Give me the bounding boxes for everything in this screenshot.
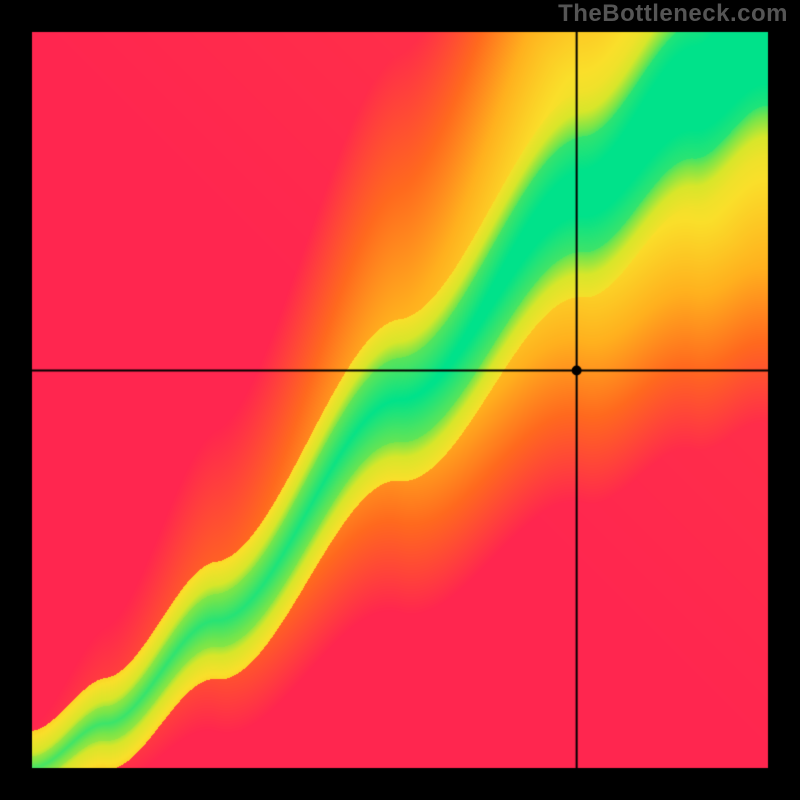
chart-container: TheBottleneck.com [0,0,800,800]
bottleneck-heatmap [0,0,800,800]
watermark-text: TheBottleneck.com [558,0,788,28]
